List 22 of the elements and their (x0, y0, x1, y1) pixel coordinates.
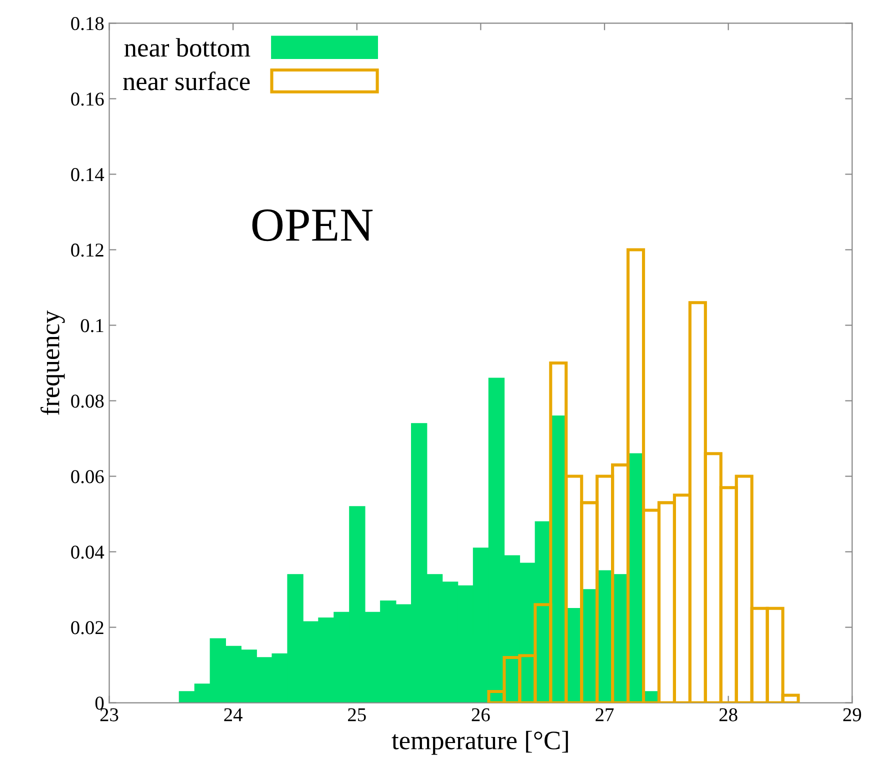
x-tick-label: 24 (224, 708, 242, 722)
x-tick-label: 27 (596, 708, 614, 722)
y-tick-label: 0.08 (71, 394, 104, 408)
legend-label: near bottom (124, 38, 250, 57)
y-tick-label: 0.16 (71, 92, 104, 106)
x-tick-label: 23 (100, 708, 118, 722)
y-axis-title: frequency (40, 310, 65, 415)
y-tick-label: 0.02 (71, 621, 104, 634)
y-tick-label: 0.12 (71, 244, 104, 257)
annotation: OPEN (252, 209, 373, 242)
x-tick-label: 29 (843, 708, 862, 722)
y-tick-label: 0.18 (71, 17, 104, 30)
y-tick-label: 0.1 (80, 319, 104, 332)
x-axis-title: temperature [°C] (392, 730, 568, 755)
x-tick-label: 28 (719, 708, 738, 722)
y-tick-label: 0 (95, 696, 104, 710)
y-tick-label: 0.06 (71, 470, 104, 484)
x-tick-label: 25 (348, 708, 366, 722)
y-tick-label: 0.04 (71, 546, 104, 559)
y-tick-label: 0.14 (71, 168, 104, 182)
legend-label: near surface (123, 71, 250, 90)
x-tick-label: 26 (472, 708, 490, 722)
